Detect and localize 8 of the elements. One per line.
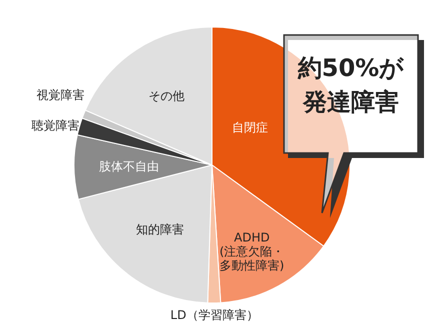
- slice-label: ADHD(注意欠陥・多動性障害): [220, 230, 284, 273]
- slice-label: 聴覚障害: [31, 118, 80, 133]
- slice-label: 自閉症: [232, 120, 268, 134]
- slice-label: LD（学習障害）: [170, 308, 258, 322]
- slice-label: 肢体不自由: [99, 159, 160, 174]
- slice-label: 知的障害: [136, 222, 184, 237]
- slice-label: 視覚障害: [36, 88, 84, 102]
- slice-label: その他: [148, 88, 185, 103]
